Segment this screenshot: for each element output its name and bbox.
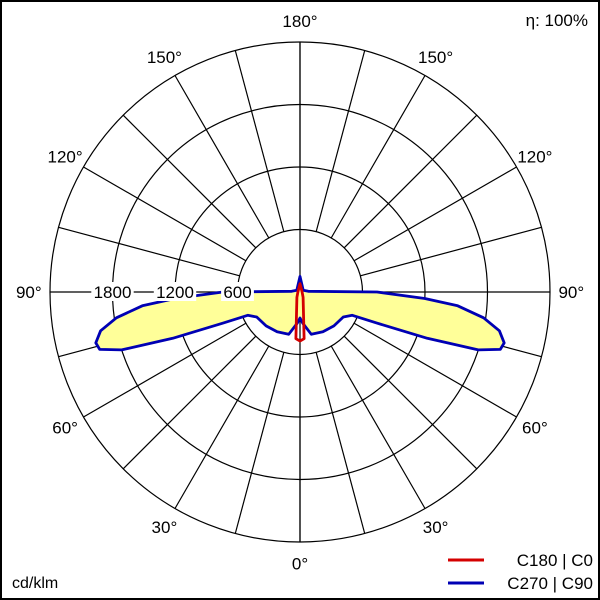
grid-spoke	[58, 226, 240, 277]
radial-tick-label-bg	[91, 282, 134, 301]
grid-spoke	[343, 114, 478, 249]
axis-labels: 0° 30° 30° 60° 60° 90° 90° 120° 120° 150° 150° 180°…	[16, 12, 584, 573]
grid-spoke	[174, 75, 270, 239]
radial-tick-label-bg	[153, 282, 197, 301]
angle-label: 150°	[147, 48, 182, 67]
efficiency-label: η: 100%	[526, 11, 588, 30]
grid-spoke	[330, 345, 426, 509]
grid-spoke	[343, 335, 478, 470]
grid-spoke	[315, 50, 366, 232]
grid-spoke	[122, 335, 257, 470]
series-curve-c180-c0	[294, 282, 306, 343]
grid-spoke	[330, 75, 426, 239]
legend-label-c180-c0: C180 | C0	[517, 551, 593, 570]
grid-spoke	[83, 166, 247, 262]
angle-label: 30°	[152, 518, 178, 537]
angle-label: 150°	[418, 48, 453, 67]
radial-tick-label: 600	[223, 283, 251, 302]
grid-spoke	[234, 352, 285, 534]
grid-spoke	[83, 322, 247, 418]
angle-label: 90°	[558, 283, 584, 302]
grid-spoke	[174, 345, 270, 509]
series-curve-c270-c90	[94, 275, 506, 352]
grid-spoke	[353, 322, 517, 418]
grid-spoke	[234, 50, 285, 232]
grid-ring	[49, 41, 551, 543]
radial-tick-label-bg	[221, 282, 254, 301]
unit-label: cd/klm	[12, 575, 58, 592]
grid-spoke	[122, 114, 257, 249]
angle-label: 60°	[522, 419, 548, 438]
grid-spoke	[360, 226, 542, 277]
series-layer	[94, 275, 506, 352]
angle-label: 180°	[282, 12, 317, 31]
angle-label: 60°	[52, 419, 78, 438]
angle-label: 0°	[292, 554, 308, 573]
radial-tick-label: 1200	[156, 283, 194, 302]
angle-label: 90°	[16, 283, 42, 302]
angle-label: 30°	[423, 518, 449, 537]
angle-label: 120°	[517, 147, 552, 166]
legend: C180 | C0 C270 | C90	[448, 551, 593, 593]
grid-spoke	[353, 166, 517, 262]
radial-tick-label: 1800	[94, 283, 132, 302]
legend-label-c270-c90: C270 | C90	[507, 574, 593, 593]
grid-spoke	[315, 352, 366, 534]
angle-label: 120°	[48, 147, 83, 166]
